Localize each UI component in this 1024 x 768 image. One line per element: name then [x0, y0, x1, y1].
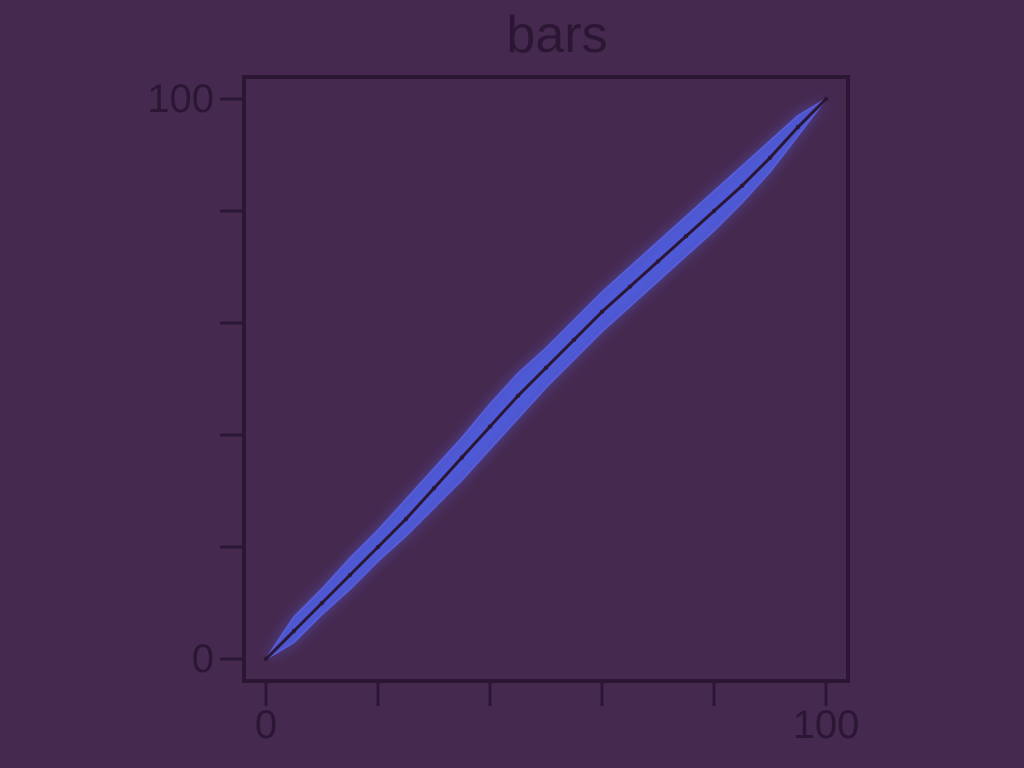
center-point: [767, 155, 773, 160]
center-point: [655, 259, 661, 264]
chart-title: bars: [506, 6, 607, 64]
center-point: [571, 337, 577, 342]
center-point: [403, 516, 409, 522]
x-axis: 0 100: [255, 683, 860, 747]
center-point: [515, 393, 521, 398]
center-point: [683, 234, 689, 239]
x-tick-label: 100: [793, 703, 860, 747]
center-point: [487, 424, 493, 429]
plot-frame: [242, 75, 850, 683]
center-point: [375, 544, 381, 550]
center-point: [711, 208, 717, 214]
center-point: [319, 600, 325, 606]
center-point: [823, 96, 829, 102]
center-point: [627, 284, 633, 289]
y-tick-label: 100: [147, 77, 214, 121]
center-point: [431, 486, 437, 491]
x-tick-label: 0: [255, 703, 277, 747]
center-point: [795, 124, 801, 130]
center-point: [291, 628, 297, 634]
center-point: [739, 183, 745, 188]
center-point: [263, 656, 269, 662]
center-point: [543, 365, 549, 370]
series-group: [263, 96, 829, 662]
y-tick-label: 0: [192, 637, 214, 681]
y-axis: 0 100: [147, 77, 244, 681]
center-point: [347, 572, 353, 578]
center-point: [599, 309, 605, 314]
center-point: [459, 455, 465, 460]
